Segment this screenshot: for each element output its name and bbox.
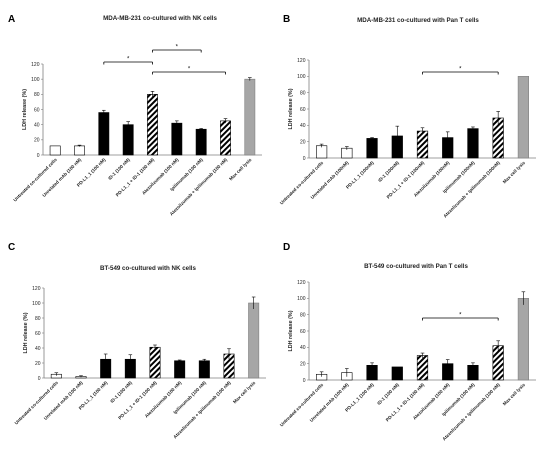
bar xyxy=(174,360,186,379)
category-label: ID-1 (100 nM) xyxy=(376,382,400,406)
y-axis-label: LDH release (%) xyxy=(288,88,294,129)
y-tick-label: 0 xyxy=(303,156,306,162)
bar xyxy=(74,145,85,156)
bar xyxy=(248,302,260,379)
bar xyxy=(517,298,529,381)
bar xyxy=(220,120,231,156)
category-label: Atezolizumab + Ipilimumab (100nM) xyxy=(442,160,501,219)
category-label: Max cell lysis xyxy=(232,380,257,405)
bar xyxy=(517,76,529,159)
significance-star: * xyxy=(176,45,179,51)
y-tick-label: 120 xyxy=(297,58,306,64)
bar xyxy=(416,130,429,159)
y-tick-label: 80 xyxy=(35,316,41,322)
y-tick-label: 100 xyxy=(297,296,306,302)
chart-panel-b: B MDA-MB-231 co-cultured with Pan T cells… xyxy=(279,14,536,219)
y-tick-label: 100 xyxy=(297,74,306,80)
bar xyxy=(366,138,378,159)
y-tick-label: 60 xyxy=(35,331,41,337)
chart-panel-c: C BT-549 co-cultured with NK cells 0 20 40 60… xyxy=(8,242,266,440)
significance-star: * xyxy=(188,67,191,73)
bar xyxy=(149,346,161,379)
y-tick-label: 120 xyxy=(297,280,306,286)
bar xyxy=(492,345,504,381)
bar xyxy=(391,366,403,381)
y-tick-label: 40 xyxy=(300,123,306,129)
y-tick-label: 80 xyxy=(300,90,306,96)
y-tick-label: 40 xyxy=(300,345,306,351)
bar xyxy=(147,94,158,156)
y-tick-label: 60 xyxy=(300,107,306,113)
y-tick-label: 20 xyxy=(300,139,306,145)
category-label: Untreated co-cultured cells xyxy=(14,380,60,426)
y-tick-label: 120 xyxy=(31,62,40,68)
bar xyxy=(244,78,256,156)
category-label: Max cell lysis xyxy=(502,160,527,185)
significance-star: * xyxy=(459,67,462,73)
panel-letter: A xyxy=(8,14,15,25)
y-tick-label: 60 xyxy=(34,107,40,113)
y-tick-label: 100 xyxy=(31,77,40,83)
y-axis-label: LDH release (%) xyxy=(288,310,294,351)
bar xyxy=(49,145,61,156)
bar xyxy=(198,360,210,379)
y-tick-label: 80 xyxy=(34,92,40,98)
y-tick-label: 40 xyxy=(35,346,41,352)
category-label: ID-1 (100 nM) xyxy=(109,380,133,404)
y-tick-label: 0 xyxy=(303,378,306,384)
category-label: Atezolizumab + Ipilimumab (100 nM) xyxy=(172,380,232,440)
bar xyxy=(98,112,110,156)
chart-title: BT-549 co-cultured with Pan T cells xyxy=(364,263,468,270)
bar xyxy=(122,124,134,156)
category-label: Untreated co-cultured cells xyxy=(279,160,325,206)
y-tick-label: 0 xyxy=(37,153,40,159)
bar xyxy=(316,145,328,159)
category-label: Untreated co-cultured cells xyxy=(279,382,325,428)
chart-title: MDA-MB-231 co-cultured with Pan T cells xyxy=(357,17,479,24)
y-tick-label: 0 xyxy=(38,376,41,382)
y-tick-label: 80 xyxy=(300,312,306,318)
category-label: Max cell lysis xyxy=(502,382,527,407)
bar xyxy=(195,128,207,156)
category-label: ID-1 (100 nM) xyxy=(107,157,131,181)
y-axis-label: LDH release (%) xyxy=(23,312,29,353)
chart-panel-a: A MDA-MB-231 co-cultured with NK cells 0 20… xyxy=(8,14,262,217)
significance-star: * xyxy=(127,57,130,63)
y-axis-label: LDH release (%) xyxy=(22,89,28,130)
y-tick-label: 40 xyxy=(34,122,40,128)
panel-letter: C xyxy=(8,242,15,253)
category-label: PD-L1_1 (100nM) xyxy=(345,160,375,190)
y-tick-label: 20 xyxy=(35,361,41,367)
y-tick-label: 100 xyxy=(32,301,41,307)
bar xyxy=(171,122,183,156)
bar xyxy=(416,355,429,381)
category-label: Atezolizumab + Ipilimumab (100 nM) xyxy=(441,382,501,442)
y-tick-label: 120 xyxy=(32,286,41,292)
category-label: Max cell lysis xyxy=(228,157,253,182)
category-label: Untreated co-cultured cells xyxy=(12,157,58,203)
panel-letter: D xyxy=(283,242,290,253)
chart-panel-d: D BT-549 co-cultured with Pan T cells 0 20 4… xyxy=(279,242,536,442)
category-label: PD-L1_1 (100 nM) xyxy=(344,382,375,413)
significance-star: * xyxy=(459,313,462,319)
y-tick-label: 20 xyxy=(34,138,40,144)
bar xyxy=(467,128,479,159)
y-tick-label: 20 xyxy=(300,361,306,367)
chart-title: BT-549 co-cultured with NK cells xyxy=(100,265,196,272)
chart-title: MDA-MB-231 co-cultured with NK cells xyxy=(103,15,217,22)
y-tick-label: 60 xyxy=(300,329,306,335)
category-label: ID-1 (100nM) xyxy=(377,160,400,183)
panel-letter: B xyxy=(283,14,290,25)
